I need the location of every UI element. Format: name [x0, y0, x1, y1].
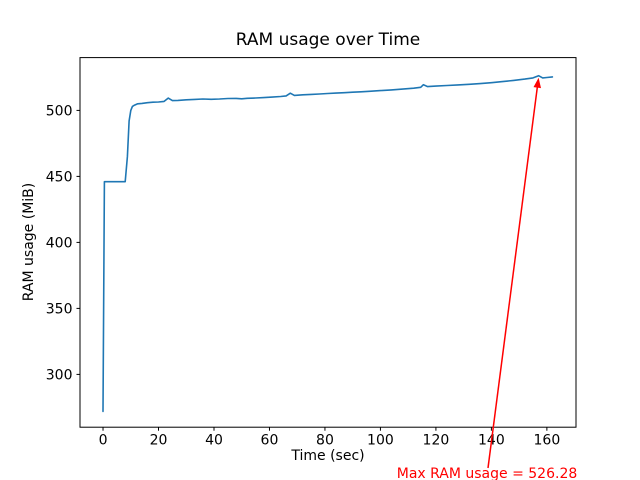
- plot-border: [79, 57, 577, 428]
- y-tick-label: 300: [46, 367, 73, 383]
- max-ram-annotation: Max RAM usage = 526.28: [396, 466, 578, 480]
- x-axis-label: Time (sec): [291, 448, 365, 464]
- y-tick-label: 500: [46, 103, 73, 119]
- x-tick-label: 20: [150, 433, 168, 449]
- annotation-arrowhead: [533, 77, 541, 89]
- x-tick-label: 100: [367, 433, 394, 449]
- ram-usage-line: [102, 74, 554, 413]
- y-tick-label: 350: [46, 301, 73, 317]
- x-tick-label: 80: [316, 433, 334, 449]
- annotation-arrow: [487, 85, 539, 469]
- x-tick-label: 40: [205, 433, 223, 449]
- x-tick-label: 60: [261, 433, 279, 449]
- y-tick-label: 450: [46, 169, 73, 185]
- y-axis-label: RAM usage (MiB): [21, 182, 37, 302]
- chart-title: RAM usage over Time: [235, 30, 421, 50]
- x-tick-label: 0: [99, 433, 108, 449]
- x-tick-label: 120: [423, 433, 450, 449]
- y-tick-label: 400: [46, 235, 73, 251]
- x-tick-label: 160: [534, 433, 561, 449]
